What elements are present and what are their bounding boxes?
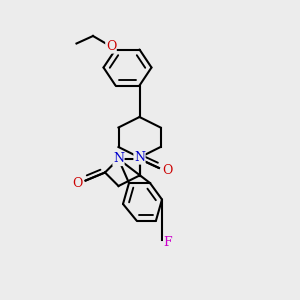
Text: N: N [113, 152, 124, 166]
Text: F: F [164, 236, 172, 250]
Text: O: O [72, 177, 82, 190]
Text: O: O [162, 164, 172, 178]
Text: O: O [106, 40, 116, 53]
Text: N: N [134, 151, 145, 164]
